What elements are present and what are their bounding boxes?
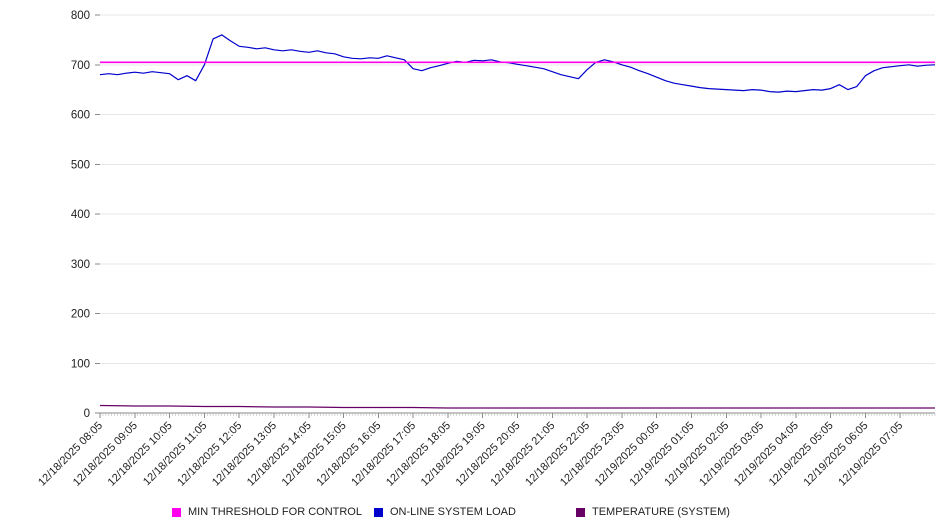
legend-label-temperature: TEMPERATURE (SYSTEM) xyxy=(592,506,730,518)
svg-text:700: 700 xyxy=(71,60,90,72)
svg-text:12/18/2025 21:05: 12/18/2025 21:05 xyxy=(488,420,557,489)
legend-item-min-threshold[interactable]: MIN THRESHOLD FOR CONTROL xyxy=(172,506,374,518)
chart-legend: MIN THRESHOLD FOR CONTROL ON-LINE SYSTEM… xyxy=(172,506,730,518)
legend-item-temperature[interactable]: TEMPERATURE (SYSTEM) xyxy=(576,506,730,518)
svg-text:12/19/2025 03:05: 12/19/2025 03:05 xyxy=(697,420,766,489)
legend-label-min-threshold: MIN THRESHOLD FOR CONTROL xyxy=(188,506,362,518)
svg-text:12/19/2025 01:05: 12/19/2025 01:05 xyxy=(628,420,697,489)
svg-text:12/18/2025 10:05: 12/18/2025 10:05 xyxy=(106,420,175,489)
svg-text:100: 100 xyxy=(71,358,90,370)
svg-text:200: 200 xyxy=(71,309,90,321)
series-line xyxy=(99,34,936,93)
legend-item-system-load[interactable]: ON-LINE SYSTEM LOAD xyxy=(374,506,576,518)
gridlines xyxy=(100,14,935,414)
svg-text:0: 0 xyxy=(84,408,90,420)
svg-text:600: 600 xyxy=(71,110,90,122)
svg-text:500: 500 xyxy=(71,159,90,171)
series-line xyxy=(99,404,935,409)
svg-text:12/18/2025 12:05: 12/18/2025 12:05 xyxy=(175,420,244,489)
svg-text:300: 300 xyxy=(71,259,90,271)
legend-swatch-purple xyxy=(576,507,585,517)
svg-text:800: 800 xyxy=(71,10,90,22)
svg-text:12/18/2025 19:05: 12/18/2025 19:05 xyxy=(419,420,488,489)
legend-label-system-load: ON-LINE SYSTEM LOAD xyxy=(390,506,516,518)
svg-text:12/18/2025 09:05: 12/18/2025 09:05 xyxy=(71,420,140,489)
svg-text:12/18/2025 20:05: 12/18/2025 20:05 xyxy=(454,420,523,489)
legend-swatch-blue xyxy=(374,507,383,517)
svg-text:12/18/2025 16:05: 12/18/2025 16:05 xyxy=(314,420,383,489)
svg-text:12/18/2025 17:05: 12/18/2025 17:05 xyxy=(349,420,418,489)
svg-text:12/18/2025 18:05: 12/18/2025 18:05 xyxy=(384,420,453,489)
svg-text:12/18/2025 23:05: 12/18/2025 23:05 xyxy=(558,420,627,489)
svg-text:12/19/2025 00:05: 12/19/2025 00:05 xyxy=(593,420,662,489)
svg-text:12/18/2025 11:05: 12/18/2025 11:05 xyxy=(141,420,209,488)
svg-text:12/18/2025 14:05: 12/18/2025 14:05 xyxy=(245,420,314,489)
svg-text:12/18/2025 15:05: 12/18/2025 15:05 xyxy=(280,420,349,489)
svg-text:12/19/2025 02:05: 12/19/2025 02:05 xyxy=(662,420,731,489)
svg-text:12/18/2025 08:05: 12/18/2025 08:05 xyxy=(36,420,105,489)
legend-swatch-magenta xyxy=(172,507,181,517)
svg-text:12/19/2025 04:05: 12/19/2025 04:05 xyxy=(732,420,801,489)
svg-text:12/19/2025 05:05: 12/19/2025 05:05 xyxy=(767,420,836,489)
svg-text:12/19/2025 06:05: 12/19/2025 06:05 xyxy=(801,420,870,489)
series-lines xyxy=(99,34,936,409)
svg-text:12/18/2025 22:05: 12/18/2025 22:05 xyxy=(523,420,592,489)
svg-text:12/18/2025 13:05: 12/18/2025 13:05 xyxy=(210,420,279,489)
y-axis-labels: 0 100 200 300 400 500 600 700 800 xyxy=(71,10,100,420)
svg-text:400: 400 xyxy=(71,209,90,221)
chart-canvas: 0 100 200 300 400 500 600 700 800 12/18/2025 08:0… xyxy=(36,10,936,489)
svg-text:12/19/2025 07:05: 12/19/2025 07:05 xyxy=(836,420,905,489)
